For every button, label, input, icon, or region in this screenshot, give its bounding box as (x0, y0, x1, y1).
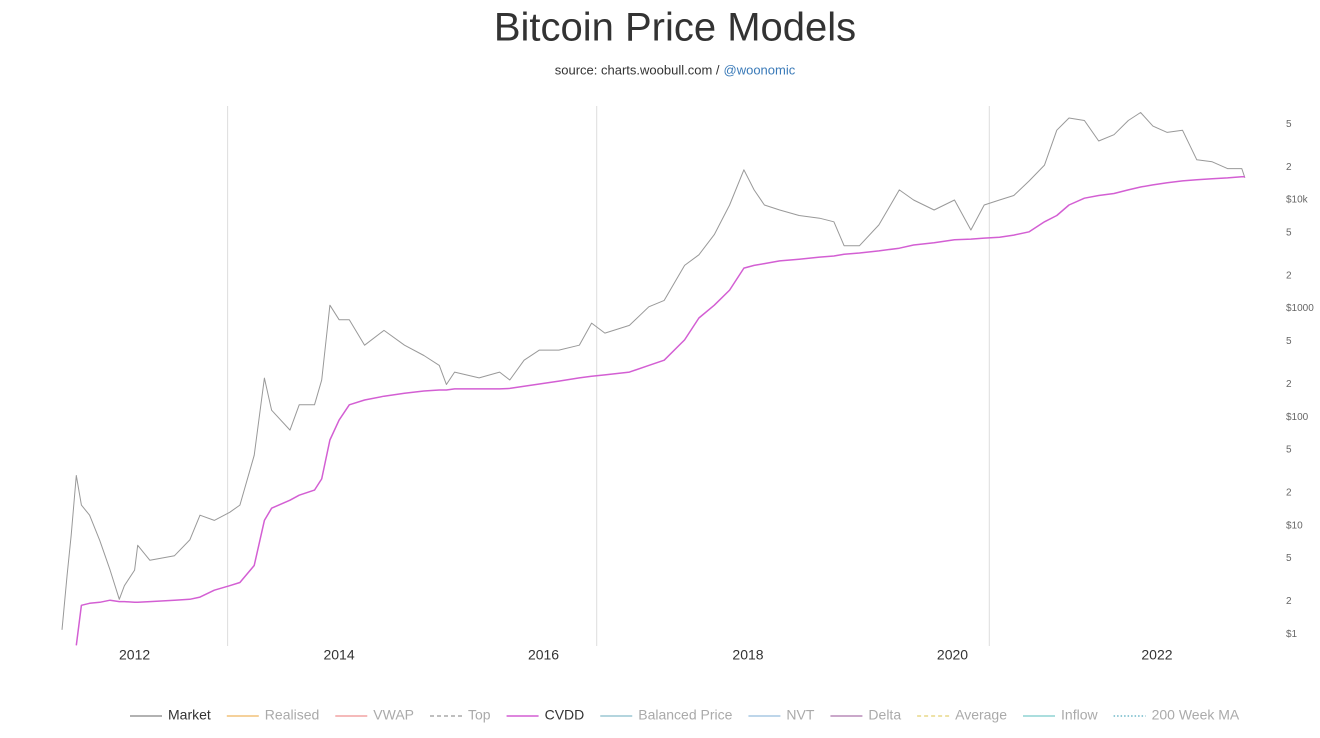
legend-label[interactable]: Balanced Price (638, 707, 732, 723)
subtitle-handle[interactable]: @woonomic (724, 62, 796, 77)
y-tick-label: 5 (1286, 336, 1292, 347)
y-tick-label: $10k (1286, 195, 1309, 206)
y-tick-label: $1000 (1286, 303, 1314, 314)
legend-label[interactable]: NVT (786, 707, 814, 723)
y-tick-label: 2 (1286, 488, 1292, 499)
series-line (61, 112, 1246, 630)
legend-label[interactable]: CVDD (545, 707, 585, 723)
y-tick-label: 5 (1286, 553, 1292, 564)
y-tick-label: 5 (1286, 119, 1292, 130)
y-tick-label: 5 (1286, 444, 1292, 455)
legend-label[interactable]: Delta (868, 707, 901, 723)
legend-label[interactable]: Top (468, 707, 491, 723)
legend-label[interactable]: Market (168, 707, 211, 723)
chart-title: Bitcoin Price Models (494, 6, 856, 50)
subtitle-source: source: charts.woobull.com / (555, 62, 720, 77)
legend-label[interactable]: Average (955, 707, 1007, 723)
legend-label[interactable]: 200 Week MA (1152, 707, 1240, 723)
y-tick-label: $100 (1286, 412, 1309, 423)
y-tick-label: 2 (1286, 162, 1292, 173)
y-tick-label: 5 (1286, 227, 1292, 238)
y-tick-label: $1 (1286, 629, 1298, 640)
x-tick-label: 2022 (1141, 647, 1172, 663)
x-tick-label: 2012 (119, 647, 150, 663)
x-tick-label: 2014 (323, 647, 354, 663)
legend-label[interactable]: VWAP (373, 707, 414, 723)
y-tick-label: $10 (1286, 520, 1303, 531)
series-line (75, 175, 1245, 646)
y-tick-label: 2 (1286, 379, 1292, 390)
legend-label[interactable]: Realised (265, 707, 319, 723)
x-tick-label: 2020 (937, 647, 968, 663)
x-tick-label: 2018 (732, 647, 763, 663)
legend-label[interactable]: Inflow (1061, 707, 1098, 723)
y-tick-label: 2 (1286, 271, 1292, 282)
x-tick-label: 2016 (528, 647, 559, 663)
y-tick-label: 2 (1286, 596, 1292, 607)
